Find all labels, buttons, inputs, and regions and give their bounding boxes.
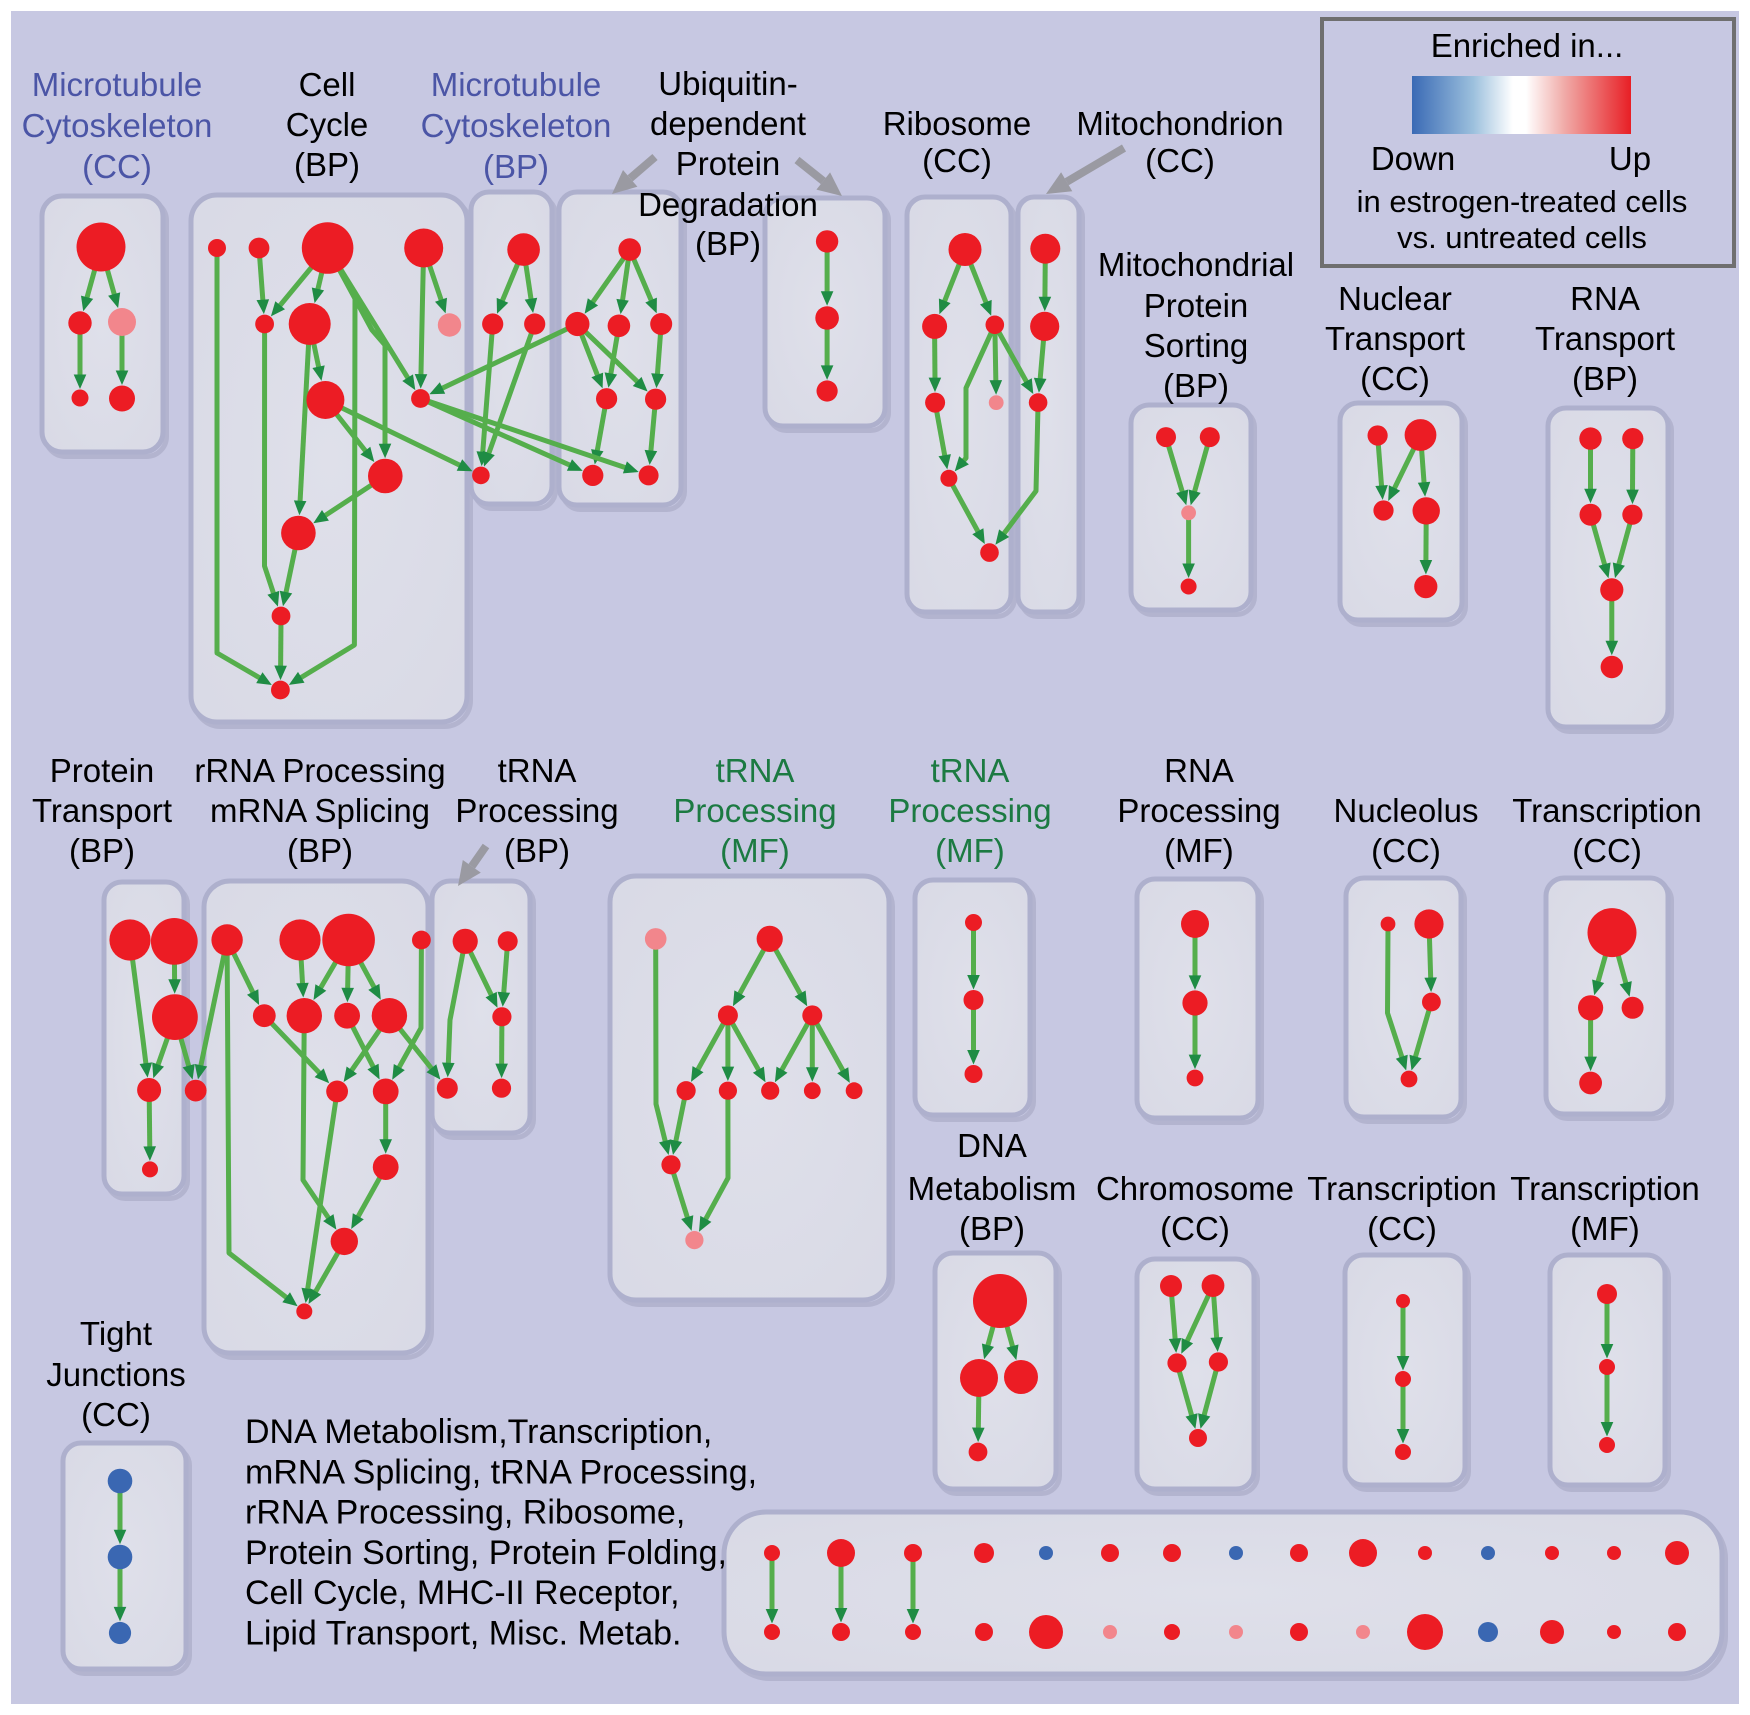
svg-text:Transport: Transport: [1325, 320, 1465, 357]
svg-text:(BP): (BP): [69, 832, 135, 869]
svg-text:Mitochondrion: Mitochondrion: [1076, 105, 1283, 142]
svg-text:Transcription: Transcription: [1307, 1170, 1497, 1207]
svg-text:in estrogen-treated cells: in estrogen-treated cells: [1357, 184, 1688, 219]
svg-text:(BP): (BP): [294, 146, 360, 183]
svg-text:tRNA: tRNA: [498, 752, 577, 789]
svg-text:Cycle: Cycle: [286, 106, 369, 143]
svg-text:(BP): (BP): [695, 225, 761, 262]
svg-text:(CC): (CC): [82, 148, 152, 185]
svg-text:tRNA: tRNA: [931, 752, 1010, 789]
svg-text:Nuclear: Nuclear: [1338, 280, 1452, 317]
svg-text:rRNA Processing: rRNA Processing: [194, 752, 445, 789]
svg-text:Transcription: Transcription: [1512, 792, 1702, 829]
svg-text:mRNA Splicing: mRNA Splicing: [210, 792, 430, 829]
svg-text:(BP): (BP): [959, 1210, 1025, 1247]
svg-text:Chromosome: Chromosome: [1096, 1170, 1294, 1207]
svg-text:Nucleolus: Nucleolus: [1334, 792, 1479, 829]
svg-text:Processing: Processing: [888, 792, 1051, 829]
svg-text:Transcription: Transcription: [1510, 1170, 1700, 1207]
svg-text:Microtubule: Microtubule: [431, 66, 602, 103]
svg-text:(CC): (CC): [1367, 1210, 1437, 1247]
svg-text:Transport: Transport: [1535, 320, 1675, 357]
svg-text:(MF): (MF): [935, 832, 1005, 869]
svg-text:Protein: Protein: [50, 752, 155, 789]
svg-text:(BP): (BP): [483, 148, 549, 185]
svg-text:Processing: Processing: [673, 792, 836, 829]
svg-text:DNA Metabolism,Transcription,: DNA Metabolism,Transcription,: [245, 1413, 712, 1451]
svg-text:Protein: Protein: [676, 145, 781, 182]
svg-text:Degradation: Degradation: [638, 186, 818, 223]
svg-text:Tight: Tight: [80, 1315, 152, 1352]
svg-text:Processing: Processing: [1117, 792, 1280, 829]
svg-text:(CC): (CC): [81, 1396, 151, 1433]
svg-text:Cytoskeleton: Cytoskeleton: [22, 107, 213, 144]
svg-text:(MF): (MF): [1164, 832, 1234, 869]
svg-text:Ribosome: Ribosome: [883, 105, 1032, 142]
svg-text:(CC): (CC): [1160, 1210, 1230, 1247]
svg-text:Protein Sorting, Protein Foldi: Protein Sorting, Protein Folding,: [245, 1534, 727, 1572]
svg-text:Down: Down: [1371, 140, 1455, 177]
svg-text:(BP): (BP): [287, 832, 353, 869]
svg-text:Mitochondrial: Mitochondrial: [1098, 246, 1294, 283]
svg-text:Lipid Transport, Misc. Metab.: Lipid Transport, Misc. Metab.: [245, 1615, 682, 1653]
svg-text:Processing: Processing: [455, 792, 618, 829]
svg-text:Cell: Cell: [299, 66, 356, 103]
svg-text:Up: Up: [1609, 140, 1651, 177]
svg-text:(BP): (BP): [504, 832, 570, 869]
svg-text:vs. untreated cells: vs. untreated cells: [1397, 220, 1647, 255]
svg-text:Sorting: Sorting: [1144, 327, 1249, 364]
svg-text:Transport: Transport: [32, 792, 172, 829]
svg-text:DNA: DNA: [957, 1127, 1027, 1164]
svg-text:(CC): (CC): [1371, 832, 1441, 869]
svg-text:Protein: Protein: [1144, 287, 1249, 324]
svg-text:RNA: RNA: [1164, 752, 1234, 789]
svg-text:Metabolism: Metabolism: [908, 1170, 1077, 1207]
svg-text:(BP): (BP): [1572, 360, 1638, 397]
svg-text:(CC): (CC): [1572, 832, 1642, 869]
svg-text:(CC): (CC): [1145, 142, 1215, 179]
svg-text:tRNA: tRNA: [716, 752, 795, 789]
svg-text:(CC): (CC): [922, 142, 992, 179]
svg-text:mRNA Splicing, tRNA Processing: mRNA Splicing, tRNA Processing,: [245, 1453, 757, 1491]
svg-text:(MF): (MF): [1570, 1210, 1640, 1247]
svg-text:Cell Cycle, MHC-II Receptor,: Cell Cycle, MHC-II Receptor,: [245, 1574, 680, 1612]
svg-text:Enriched in...: Enriched in...: [1431, 27, 1624, 64]
svg-text:rRNA Processing, Ribosome,: rRNA Processing, Ribosome,: [245, 1494, 685, 1532]
svg-text:Microtubule: Microtubule: [32, 66, 203, 103]
svg-text:Cytoskeleton: Cytoskeleton: [421, 107, 612, 144]
svg-text:(CC): (CC): [1360, 360, 1430, 397]
svg-text:Junctions: Junctions: [46, 1356, 185, 1393]
svg-text:RNA: RNA: [1570, 280, 1640, 317]
svg-text:Ubiquitin-: Ubiquitin-: [658, 65, 797, 102]
svg-text:dependent: dependent: [650, 105, 806, 142]
svg-text:(BP): (BP): [1163, 367, 1229, 404]
svg-text:(MF): (MF): [720, 832, 790, 869]
